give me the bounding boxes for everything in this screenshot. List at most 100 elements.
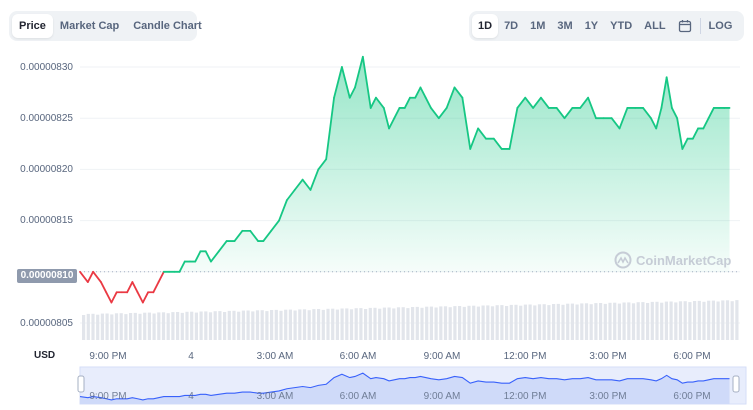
price-line-up-segment xyxy=(610,117,621,130)
volume-bar xyxy=(721,300,725,340)
price-line-up-segment xyxy=(508,107,519,150)
price-line-up-segment xyxy=(369,96,377,109)
volume-bar xyxy=(439,306,443,340)
volume-bar xyxy=(171,312,175,340)
price-line-down-segment xyxy=(110,291,118,304)
range-3m-button[interactable]: 3M xyxy=(557,20,573,32)
volume-bar xyxy=(302,309,307,340)
volume-bar xyxy=(260,310,264,340)
y-tick-label: 0.00000805 xyxy=(20,318,73,329)
volume-bar xyxy=(190,311,194,340)
volume-bar xyxy=(354,308,358,340)
volume-bar xyxy=(298,309,302,340)
log-scale-toggle[interactable]: LOG xyxy=(708,20,733,32)
volume-bar xyxy=(114,313,119,340)
navigator-handle-left[interactable] xyxy=(77,375,85,393)
price-line-down-segment xyxy=(100,281,108,294)
price-line-up-segment xyxy=(249,229,259,242)
volume-bar xyxy=(660,302,664,340)
volume-bar xyxy=(467,305,471,340)
price-line-up-segment xyxy=(579,96,589,109)
volume-bar xyxy=(119,313,123,340)
volume-bar xyxy=(472,305,476,340)
volume-bar xyxy=(326,308,330,340)
volume-bar xyxy=(481,305,485,340)
volume-bar xyxy=(580,303,584,340)
price-line-up-segment xyxy=(665,76,673,109)
range-1m-button[interactable]: 1M xyxy=(530,20,546,32)
volume-bar xyxy=(505,306,509,340)
price-line-down-segment xyxy=(157,270,165,283)
x-tick-label: 6:00 AM xyxy=(339,351,377,362)
volume-bar xyxy=(599,303,603,340)
price-line-up-segment xyxy=(348,86,356,99)
tab-candle-chart[interactable]: Candle Chart xyxy=(133,20,202,32)
volume-bar xyxy=(105,313,109,340)
volume-bar xyxy=(664,301,668,340)
x-tick-label: 3:00 PM xyxy=(589,351,627,362)
volume-bar xyxy=(204,311,208,340)
price-line-up-segment xyxy=(403,96,411,109)
volume-bar xyxy=(349,309,354,340)
range-all-button[interactable]: ALL xyxy=(644,20,666,32)
range-1d-button[interactable]: 1D xyxy=(472,14,499,38)
navigator-tick-label: 9:00 PM xyxy=(89,391,127,402)
price-line-up-segment xyxy=(424,96,432,109)
volume-bar xyxy=(533,305,537,340)
price-line-up-segment xyxy=(204,250,212,263)
calendar-icon[interactable] xyxy=(672,14,698,38)
volume-bar xyxy=(420,307,424,340)
navigator-line xyxy=(79,372,730,401)
volume-bar xyxy=(542,304,546,340)
price-line-up-segment xyxy=(587,96,597,120)
volume-bar xyxy=(368,307,372,340)
price-line-down-segment xyxy=(79,270,89,283)
volume-bar xyxy=(180,312,184,340)
price-line-up-segment xyxy=(286,188,296,202)
volume-bar xyxy=(241,310,245,340)
volume-bar xyxy=(556,303,560,340)
price-line-up-segment xyxy=(540,96,550,109)
volume-bar xyxy=(91,313,95,340)
price-line-up-segment xyxy=(375,96,385,109)
price-line-up-segment xyxy=(430,107,440,120)
volume-bar xyxy=(223,312,227,340)
volume-bar xyxy=(411,307,415,340)
price-line-up-segment xyxy=(210,250,220,263)
current-price-label: 0.00000810 xyxy=(17,269,77,283)
range-7d-button[interactable]: 7D xyxy=(504,20,519,32)
tab-price[interactable]: Price xyxy=(12,14,53,38)
volume-bar xyxy=(561,304,565,340)
tab-market-cap[interactable]: Market Cap xyxy=(59,20,120,32)
volume-bar xyxy=(176,312,180,340)
y-tick-label: 0.00000815 xyxy=(20,215,73,226)
volume-bar xyxy=(86,313,90,340)
volume-bar xyxy=(495,305,499,340)
volume-bar xyxy=(650,301,654,340)
volume-bar xyxy=(251,311,255,340)
volume-bar xyxy=(462,306,466,340)
range-1y-button[interactable]: 1Y xyxy=(584,20,599,32)
volume-bar xyxy=(702,301,706,340)
volume-bar xyxy=(730,301,734,340)
price-line-up-segment xyxy=(461,96,472,150)
volume-bar xyxy=(284,309,288,340)
price-line-up-segment xyxy=(676,117,684,150)
volume-bar xyxy=(589,304,593,340)
volume-bar xyxy=(406,308,410,340)
volume-bar xyxy=(476,306,480,340)
chart-type-tabs: Price Market Cap Candle Chart xyxy=(9,11,202,41)
volume-bar xyxy=(575,304,579,340)
navigator-tick-label: 4 xyxy=(188,391,194,402)
x-tick-label: 3:00 AM xyxy=(256,351,294,362)
price-line-up-segment xyxy=(333,66,343,99)
volume-bar xyxy=(490,306,495,340)
divider xyxy=(699,18,701,34)
volume-bar xyxy=(434,307,438,340)
volume-bar xyxy=(373,307,377,340)
navigator-handle-right[interactable] xyxy=(732,375,740,393)
price-line-down-segment xyxy=(131,281,139,294)
price-line-up-segment xyxy=(262,229,273,242)
range-ytd-button[interactable]: YTD xyxy=(610,20,633,32)
